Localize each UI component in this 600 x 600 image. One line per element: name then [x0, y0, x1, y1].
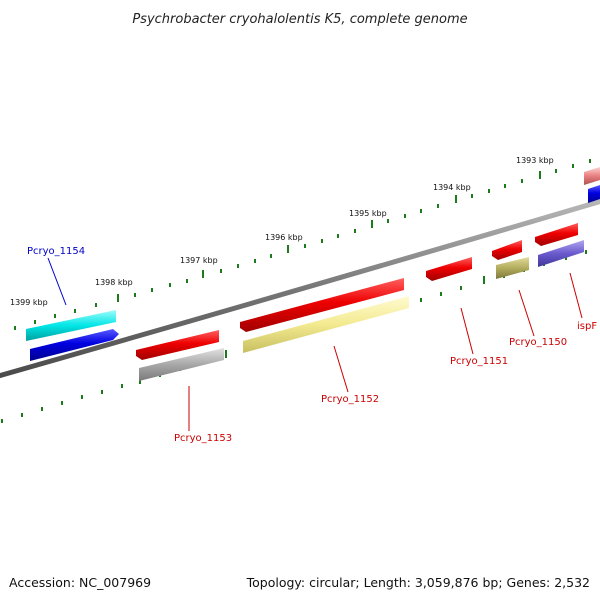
gene-label-pcryo-1152: Pcryo_1152 [321, 394, 379, 405]
leader-pcryo-1151 [460, 307, 474, 355]
gene-label-pcryo-1151: Pcryo_1151 [450, 356, 508, 367]
gene-gray-track[interactable] [139, 348, 224, 381]
tick-label-1398: 1398 kbp [95, 278, 133, 287]
tick-label-1397: 1397 kbp [180, 256, 218, 265]
gene-pcryo-1151[interactable] [426, 257, 472, 281]
gene-label-pcryo-1153: Pcryo_1153 [174, 433, 232, 444]
tick-label-1394: 1394 kbp [433, 183, 471, 192]
gene-olive-track[interactable] [496, 257, 529, 279]
accession-text: Accession: NC_007969 [9, 575, 152, 590]
tick-label-1396: 1396 kbp [265, 233, 303, 242]
gene-pcryo-1153[interactable] [136, 330, 219, 360]
gene-pcryo-1150[interactable] [492, 240, 522, 260]
gene-pcryo-1152[interactable] [240, 278, 404, 332]
gene-pink-partial[interactable] [584, 167, 600, 185]
leader-ispf [569, 272, 583, 319]
gene-ispf[interactable] [535, 223, 578, 246]
leader-lines [47, 257, 583, 431]
leader-pcryo-1150 [518, 289, 535, 337]
leader-pcryo-1152 [333, 345, 349, 393]
gene-label-ispf: ispF [577, 321, 597, 332]
leader-pcryo-1154 [47, 257, 67, 306]
gene-blue-partial[interactable] [588, 185, 600, 203]
tick-label-1399: 1399 kbp [10, 298, 48, 307]
outer-tick-ring [14, 159, 591, 330]
gene-label-pcryo-1150: Pcryo_1150 [509, 337, 567, 348]
genome-summary-text: Topology: circular; Length: 3,059,876 bp… [246, 575, 590, 590]
tick-label-1395: 1395 kbp [349, 209, 387, 218]
gene-pcryo-1154[interactable] [26, 310, 116, 341]
gene-lavender-track[interactable] [538, 240, 584, 267]
genome-backbone [0, 198, 600, 379]
gene-khaki-track[interactable] [243, 296, 409, 353]
gene-blue-lower[interactable] [30, 329, 119, 361]
gene-label-pcryo-1154: Pcryo_1154 [27, 246, 85, 257]
tick-label-1393: 1393 kbp [516, 156, 554, 165]
genome-title: Psychrobacter cryohalolentis K5, complet… [132, 12, 467, 27]
